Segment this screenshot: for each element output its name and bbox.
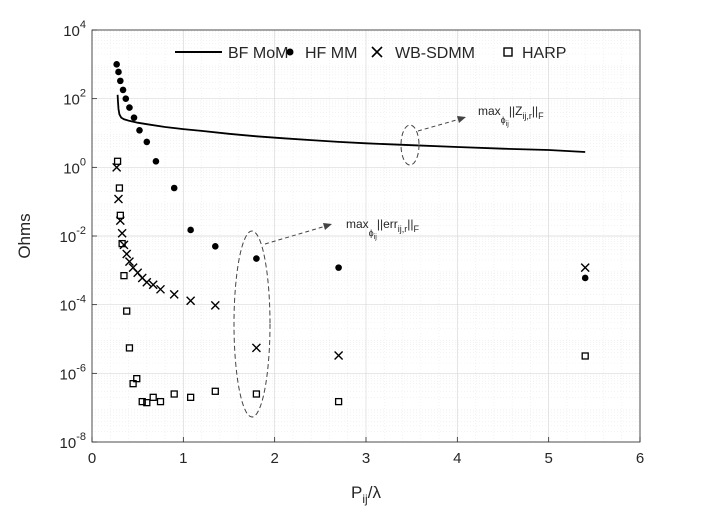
series-line-bf-mom — [116, 94, 586, 153]
y-tick-label: 100 — [63, 156, 86, 177]
legend-label-wb-sdmm: WB-SDMM — [395, 45, 475, 62]
legend-label-bf-mom: BF MoM — [228, 45, 288, 62]
annotation-norm-arrow-line — [417, 118, 461, 132]
point-wb-sdmm — [334, 351, 344, 361]
point-harp — [133, 375, 141, 383]
point-harp — [149, 393, 157, 401]
y-tick-label: 10-4 — [60, 294, 86, 315]
point-wb-sdmm — [210, 300, 220, 310]
annotation-err-label: maxϕij||errij,r||F — [346, 217, 419, 241]
axes: 0 1 2 3 4 5 6 10-8 10-6 10-4 10-2 100 102 104 — [60, 19, 645, 467]
point-hf-mm — [117, 77, 124, 85]
x-tick-label: 2 — [270, 450, 278, 467]
point-hf-mm — [253, 255, 260, 262]
annotation-err-arrow-line — [264, 225, 327, 245]
point-hf-mm — [187, 226, 194, 234]
y-tick-label: 104 — [63, 19, 86, 40]
y-tick-label: 102 — [63, 88, 86, 109]
annotation-err-arrowhead — [323, 223, 332, 230]
point-wb-sdmm — [169, 289, 179, 299]
point-hf-mm — [170, 184, 178, 192]
annotation-norm-arrowhead — [457, 116, 466, 123]
point-harp — [211, 387, 219, 395]
x-tick-label: 4 — [453, 450, 461, 467]
annotation-err: maxϕij||errij,r||F — [233, 217, 419, 418]
point-wb-sdmm — [142, 277, 152, 287]
point-harp — [143, 398, 151, 407]
annotation-norm: maxϕij||Zij,r||F — [400, 104, 544, 166]
point-wb-sdmm — [148, 280, 158, 290]
point-harp — [116, 211, 124, 219]
point-hf-mm — [136, 126, 143, 134]
series-layer — [112, 61, 590, 407]
legend: BF MoM HF MM WB-SDMM HARP — [175, 45, 566, 62]
point-wb-sdmm — [113, 194, 123, 204]
point-harp — [252, 390, 261, 398]
x-tick-label: 0 — [88, 450, 96, 467]
point-harp — [125, 344, 134, 352]
point-hf-mm — [152, 157, 160, 165]
legend-marker-wb-sdmm — [371, 46, 383, 58]
point-wb-sdmm — [117, 228, 127, 238]
annotation-norm-ellipse — [400, 124, 420, 166]
point-harp — [186, 393, 195, 401]
point-wb-sdmm — [186, 296, 196, 306]
point-hf-mm — [143, 138, 151, 146]
point-wb-sdmm — [122, 249, 132, 259]
point-hf-mm — [130, 114, 138, 121]
x-tick-label: 1 — [179, 450, 187, 467]
point-wb-sdmm — [251, 343, 261, 353]
point-harp — [581, 352, 589, 360]
x-tick-label: 6 — [636, 450, 644, 467]
point-wb-sdmm — [156, 284, 165, 294]
point-harp — [113, 157, 122, 165]
y-tick-label: 10-2 — [60, 225, 86, 246]
point-hf-mm — [115, 68, 122, 76]
y-tick-label: 10-6 — [60, 362, 86, 383]
legend-marker-harp — [503, 47, 513, 57]
point-wb-sdmm — [119, 240, 129, 250]
point-hf-mm — [113, 61, 120, 68]
legend-label-harp: HARP — [522, 45, 566, 62]
x-tick-label: 5 — [544, 450, 552, 467]
point-harp — [156, 397, 165, 406]
point-harp — [115, 184, 124, 192]
point-hf-mm — [122, 95, 130, 102]
point-hf-mm — [126, 104, 133, 111]
point-hf-mm — [212, 243, 219, 250]
point-hf-mm — [335, 264, 342, 271]
point-harp — [170, 390, 178, 398]
y-axis-label: Ohms — [15, 213, 34, 258]
y-tick-label: 10-8 — [60, 431, 86, 452]
point-harp — [334, 397, 343, 406]
point-harp — [129, 380, 137, 388]
point-harp — [120, 272, 128, 280]
point-hf-mm — [119, 86, 127, 94]
legend-marker-hf-mm — [286, 48, 294, 56]
legend-label-hf-mm: HF MM — [305, 45, 357, 62]
x-tick-label: 3 — [362, 450, 370, 467]
point-wb-sdmm — [124, 257, 134, 267]
point-hf-mm — [581, 274, 589, 282]
point-harp — [123, 307, 131, 315]
point-wb-sdmm — [580, 263, 590, 273]
point-harp — [118, 239, 126, 248]
annotation-err-ellipse — [233, 230, 271, 418]
annotation-norm-label: maxϕij||Zij,r||F — [478, 104, 544, 128]
x-axis-label: Pij/λ — [351, 483, 381, 506]
point-harp — [138, 397, 146, 406]
